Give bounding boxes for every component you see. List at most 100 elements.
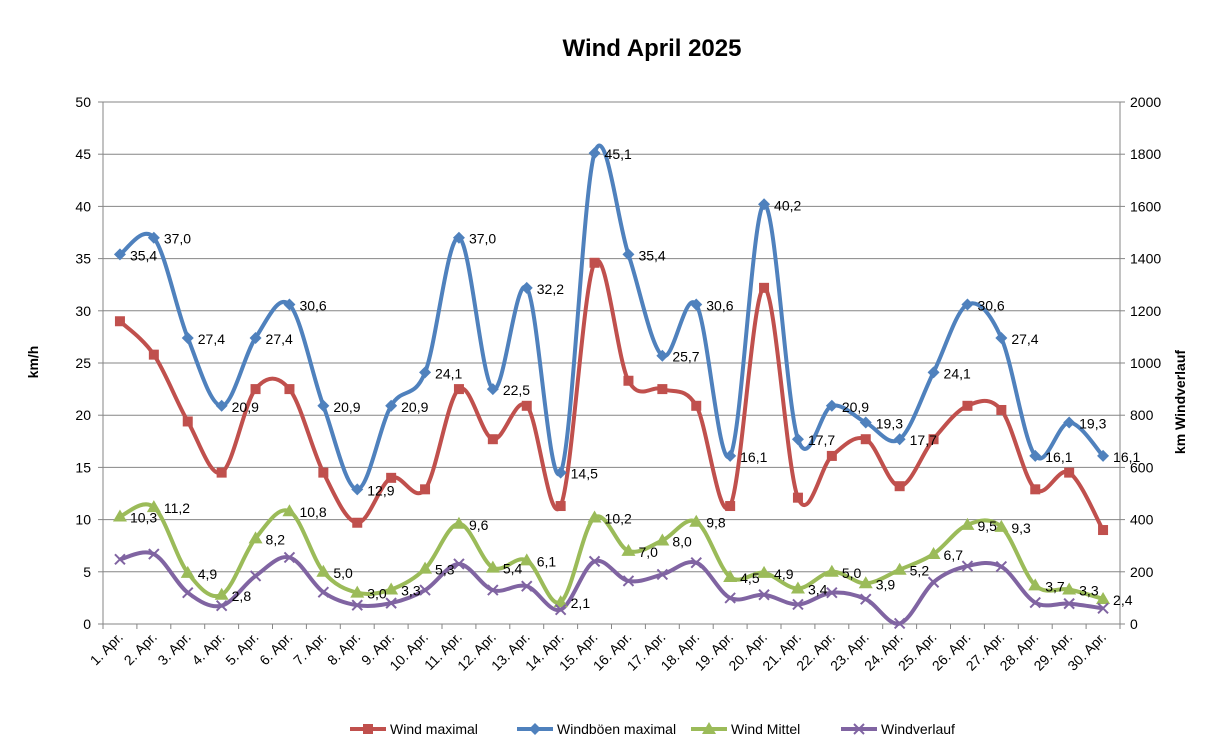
wind-maximal-point xyxy=(657,384,668,395)
windb-en-maximal-point xyxy=(791,433,804,446)
wind-mittel-point xyxy=(146,500,161,513)
y2-tick-label: 1000 xyxy=(1130,355,1161,371)
windb-en-maximal-data-label: 12,9 xyxy=(367,482,394,498)
wind-maximal-point xyxy=(284,384,295,395)
x-tick-label: 3. Apr. xyxy=(154,629,193,668)
y-tick-label: 0 xyxy=(83,616,91,632)
windverlauf-point xyxy=(622,575,635,587)
wind-maximal-point xyxy=(114,316,125,327)
windb-en-maximal-data-label: 30,6 xyxy=(977,298,1004,314)
wind-maximal-point xyxy=(894,481,905,492)
series-markers xyxy=(112,147,1111,630)
wind-mittel-point xyxy=(621,543,636,556)
wind-mittel-data-label: 3,7 xyxy=(1045,578,1065,594)
windb-en-maximal-legend-marker xyxy=(529,723,541,735)
windb-en-maximal-point xyxy=(249,331,262,344)
x-tick-label: 10. Apr. xyxy=(386,629,431,674)
windverlauf-point xyxy=(961,560,974,572)
windb-en-maximal-point xyxy=(1029,449,1042,462)
windverlauf-point xyxy=(792,598,804,611)
windverlauf-point xyxy=(453,558,465,570)
windb-en-maximal-point xyxy=(622,248,635,261)
wind-maximal-point xyxy=(691,400,702,411)
wind-mittel-data-label: 5,3 xyxy=(435,562,455,578)
windb-en-maximal-data-label: 30,6 xyxy=(299,298,326,314)
wind-maximal-point xyxy=(1030,484,1041,495)
y2-tick-label: 0 xyxy=(1130,616,1138,632)
windb-en-maximal-legend-label: Windböen maximal xyxy=(557,721,676,737)
windb-en-maximal-point xyxy=(995,331,1008,344)
windverlauf-legend-label: Windverlauf xyxy=(881,721,955,737)
windverlauf-point xyxy=(283,551,296,564)
windb-en-maximal-point xyxy=(520,281,533,294)
windb-en-maximal-data-label: 35,4 xyxy=(638,247,665,263)
windb-en-maximal-line xyxy=(118,143,1105,492)
windverlauf-point xyxy=(351,599,363,611)
windb-en-maximal-point xyxy=(419,366,432,379)
y2-tick-label: 1400 xyxy=(1130,251,1161,267)
series-data-labels: 35,4 37,0 27,4 20,9 27,4 30,6 20,9 12,9 20,9 24,1… xyxy=(130,146,1141,611)
y2-axis-ticks: 0 200 400 600 800 1000 1200 1400 1600 1800 2000 xyxy=(1130,94,1161,632)
wind-maximal-point xyxy=(386,472,397,483)
axes xyxy=(98,101,1125,629)
wind-maximal-point xyxy=(860,434,871,445)
windb-en-maximal-point xyxy=(825,399,838,412)
wind-mittel-point xyxy=(553,595,568,608)
windverlauf-point xyxy=(114,553,126,565)
y-tick-label: 50 xyxy=(75,94,91,110)
windb-en-maximal-point xyxy=(724,449,737,462)
windb-en-maximal-point xyxy=(181,331,194,344)
windverlauf-point xyxy=(1029,596,1041,609)
wind-maximal-point xyxy=(182,416,193,427)
y-tick-label: 35 xyxy=(75,251,91,267)
windb-en-maximal-point xyxy=(113,248,126,261)
windverlauf-point xyxy=(554,603,567,616)
wind-maximal-point xyxy=(759,282,770,293)
wind-mittel-point xyxy=(757,565,772,578)
wind-maximal-point xyxy=(826,450,837,461)
y2-tick-label: 1200 xyxy=(1130,303,1161,319)
wind-mittel-point xyxy=(282,504,297,517)
wind-mittel-data-label: 8,0 xyxy=(672,533,692,549)
windb-en-maximal-data-label: 19,3 xyxy=(876,416,903,432)
windverlauf-point xyxy=(860,593,872,605)
y-tick-label: 15 xyxy=(75,459,91,475)
wind-mittel-data-label: 3,0 xyxy=(367,586,387,602)
windb-en-maximal-point xyxy=(283,298,296,311)
wind-maximal-point xyxy=(555,501,566,512)
y-tick-label: 30 xyxy=(75,303,91,319)
windb-en-maximal-point xyxy=(588,147,601,160)
windverlauf-point xyxy=(826,586,838,599)
wind-maximal-point xyxy=(589,257,600,268)
wind-maximal-point xyxy=(1098,525,1109,536)
wind-maximal-point xyxy=(250,384,261,395)
wind-mittel-point xyxy=(316,564,331,577)
y2-tick-label: 2000 xyxy=(1130,94,1161,110)
wind-mittel-point xyxy=(926,547,941,560)
windverlauf-point xyxy=(419,584,431,596)
windb-en-maximal-data-label: 20,9 xyxy=(842,399,869,415)
y-tick-label: 5 xyxy=(83,564,91,580)
wind-mittel-point xyxy=(1096,591,1111,604)
wind-maximal-point xyxy=(623,375,634,386)
wind-mittel-point xyxy=(587,510,602,523)
wind-mittel-data-label: 3,3 xyxy=(401,583,421,599)
x-tick-label: 2. Apr. xyxy=(121,629,160,668)
windb-en-maximal-point xyxy=(486,383,499,396)
wind-mittel-point xyxy=(350,585,365,598)
wind-maximal-legend-marker xyxy=(363,724,373,734)
windb-en-maximal-point xyxy=(758,198,771,211)
x-axis-ticks: 1. Apr.2. Apr.3. Apr.4. Apr.5. Apr.6. Ap… xyxy=(87,629,1109,674)
wind-mittel-point xyxy=(824,564,839,577)
windb-en-maximal-point xyxy=(1097,449,1110,462)
windb-en-maximal-point xyxy=(215,399,228,412)
windverlauf-point xyxy=(521,580,533,592)
y-axis-ticks: 0 5 10 15 20 25 30 35 40 45 50 xyxy=(75,94,91,632)
windb-en-maximal-data-label: 40,2 xyxy=(774,197,801,213)
wind-mittel-data-label: 3,4 xyxy=(808,582,828,598)
windb-en-maximal-data-label: 37,0 xyxy=(469,231,496,247)
windverlauf-point xyxy=(317,586,330,598)
wind-mittel-data-label: 4,5 xyxy=(740,570,760,586)
windb-en-maximal-point xyxy=(859,416,872,429)
wind-mittel-data-label: 2,1 xyxy=(571,595,591,611)
